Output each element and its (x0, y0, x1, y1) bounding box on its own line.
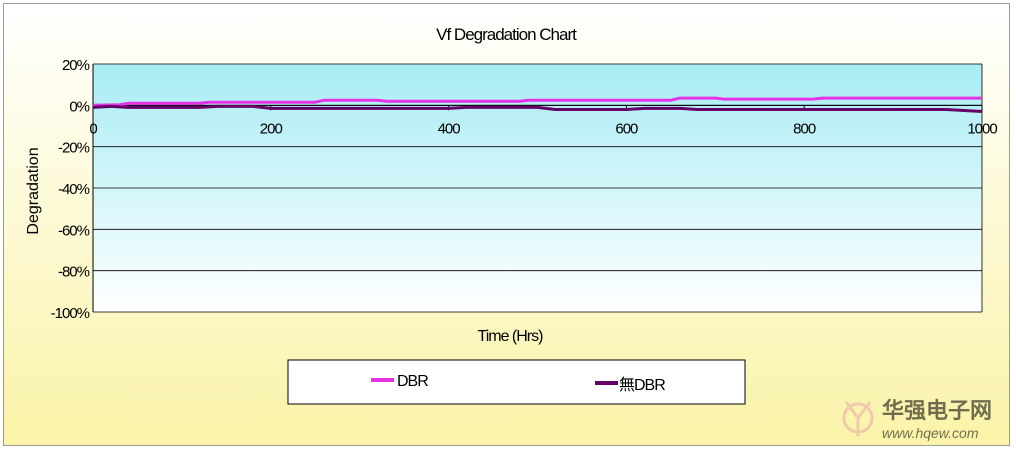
watermark-url-text: www.hqew.com (882, 425, 979, 441)
x-tick-label: 0 (89, 120, 97, 137)
x-tick-label: 600 (615, 120, 638, 137)
x-tick-label: 200 (260, 120, 283, 137)
legend-label-dbr: DBR (397, 373, 428, 390)
chart-frame: Vf Degradation Chart 20% 0% -20% -40% -60% -8… (3, 3, 1010, 446)
y-tick-label: -40% (58, 181, 90, 198)
series-layer (92, 96, 983, 113)
ticks-layer: 20% 0% -20% -40% -60% -80% -100% 0 200 400 600 800 1… (51, 57, 999, 322)
y-tick-label: 0% (69, 98, 89, 115)
watermark-logo: 华强电子网 www.hqew.com (838, 392, 1014, 446)
y-tick-label: -60% (58, 222, 90, 239)
watermark-brand-text: 华强电子网 (882, 398, 992, 423)
legend-label-no-dbr: 無DBR (619, 376, 665, 394)
series-line-no-dbr (92, 104, 983, 113)
y-tick-label: -80% (58, 264, 90, 281)
y-axis-label: Degradation (25, 147, 42, 234)
chart-title: Vf Degradation Chart (436, 25, 577, 44)
chart-svg: Vf Degradation Chart 20% 0% -20% -40% -60% -8… (4, 4, 1009, 445)
y-tick-label: 20% (62, 57, 90, 74)
x-tick-label: 1000 (967, 120, 997, 137)
x-axis-label: Time (Hrs) (478, 328, 544, 345)
x-tick-label: 800 (793, 120, 816, 137)
legend: DBR 無DBR (287, 359, 746, 405)
y-tick-label: -100% (51, 305, 90, 322)
series-line-dbr (92, 96, 982, 107)
legend-box (287, 359, 746, 405)
watermark-logo-icon: 华强电子网 www.hqew.com (842, 398, 992, 441)
grid-layer (93, 63, 982, 313)
x-tick-label: 400 (438, 120, 461, 137)
y-tick-label: -20% (58, 140, 90, 157)
